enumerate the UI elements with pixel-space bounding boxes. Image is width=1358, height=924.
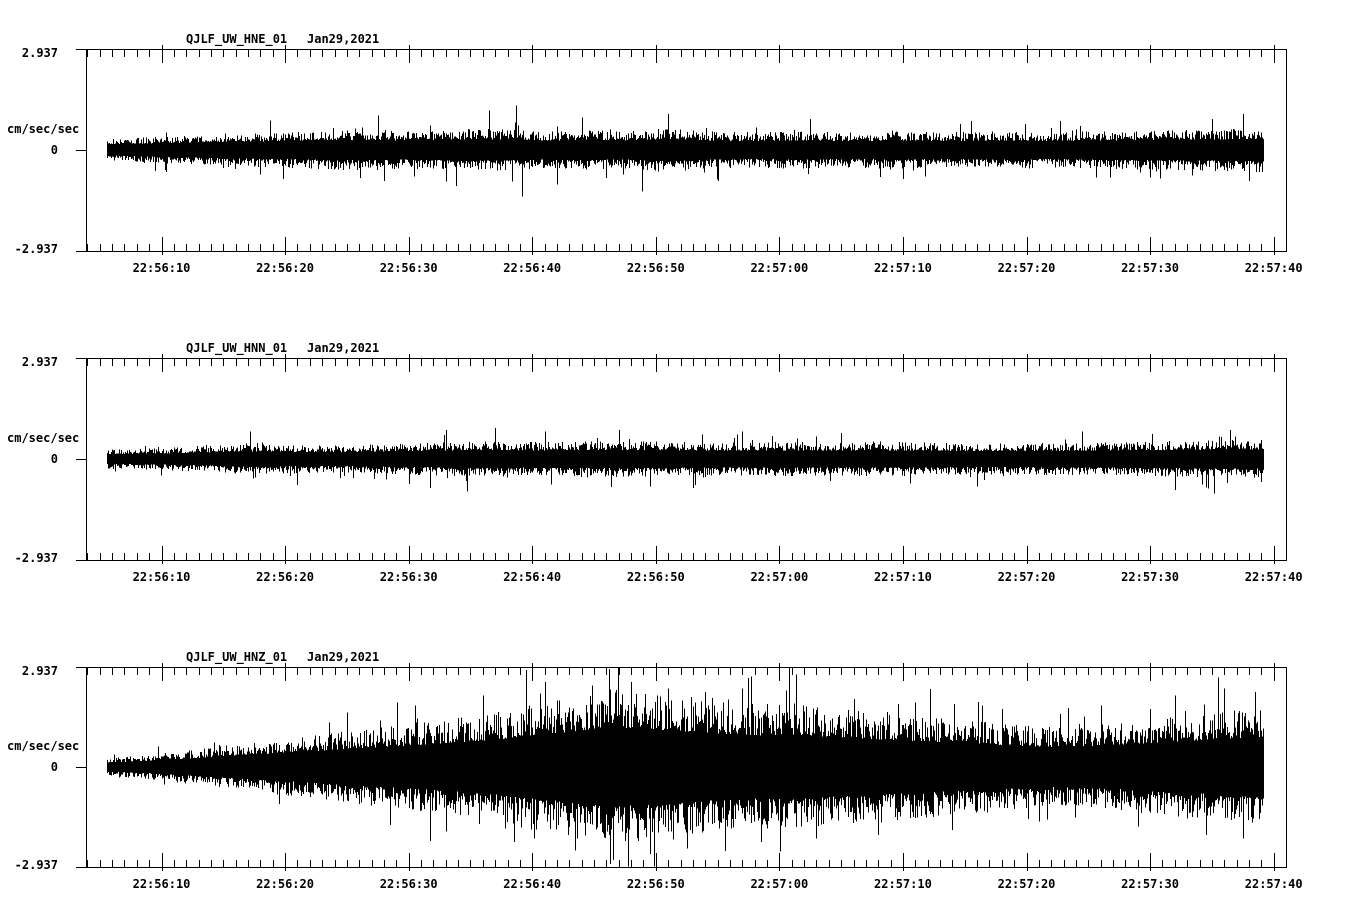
- x-tick-label: 22:57:10: [874, 261, 932, 275]
- x-tick-label: 22:57:10: [874, 877, 932, 891]
- panel-title: QJLF_UW_HNE_01: [186, 32, 288, 46]
- x-tick-label: 22:57:00: [750, 877, 809, 891]
- x-tick-label: 22:56:20: [256, 570, 314, 584]
- panel-title: QJLF_UW_HNZ_01: [186, 650, 288, 664]
- y-axis-max-label: 2.937: [21, 664, 58, 678]
- x-tick-label: 22:57:00: [750, 570, 809, 584]
- y-axis-min-label: -2.937: [14, 551, 58, 565]
- y-axis-units-label: cm/sec/sec: [7, 431, 80, 445]
- y-axis-max-label: 2.937: [21, 46, 58, 60]
- x-tick-label: 22:57:20: [997, 261, 1056, 275]
- y-axis-max-label: 2.937: [21, 355, 58, 369]
- x-tick-label: 22:57:40: [1244, 877, 1303, 891]
- x-tick-label: 22:57:40: [1244, 261, 1303, 275]
- x-tick-label: 22:56:10: [132, 877, 191, 891]
- y-axis-units-label: cm/sec/sec: [7, 739, 80, 753]
- x-tick-label: 22:57:30: [1121, 877, 1179, 891]
- x-tick-label: 22:56:20: [256, 877, 314, 891]
- y-axis-min-label: -2.937: [14, 242, 58, 256]
- y-axis-min-label: -2.937: [14, 858, 58, 872]
- x-tick-label: 22:56:50: [626, 261, 685, 275]
- x-tick-label: 22:56:40: [503, 570, 562, 584]
- x-tick-label: 22:57:00: [750, 261, 809, 275]
- panel-title: QJLF_UW_HNN_01: [186, 341, 288, 355]
- y-axis-zero-label: 0: [50, 452, 58, 466]
- x-tick-label: 22:57:30: [1121, 570, 1179, 584]
- x-tick-label: 22:56:30: [379, 570, 438, 584]
- y-axis-zero-label: 0: [50, 143, 58, 157]
- panel-date: Jan29,2021: [307, 650, 380, 664]
- x-tick-label: 22:57:10: [874, 570, 932, 584]
- x-tick-label: 22:56:40: [503, 877, 562, 891]
- x-tick-label: 22:56:50: [626, 570, 685, 584]
- x-tick-label: 22:56:30: [379, 877, 438, 891]
- y-axis-zero-label: 0: [50, 760, 58, 774]
- y-axis-units-label: cm/sec/sec: [7, 122, 80, 136]
- x-tick-label: 22:57:40: [1244, 570, 1303, 584]
- x-tick-label: 22:56:20: [256, 261, 314, 275]
- x-tick-label: 22:56:40: [503, 261, 562, 275]
- panel-date: Jan29,2021: [307, 341, 380, 355]
- x-tick-label: 22:56:10: [132, 570, 191, 584]
- x-tick-label: 22:57:20: [997, 570, 1056, 584]
- x-tick-label: 22:56:50: [626, 877, 685, 891]
- x-tick-label: 22:57:30: [1121, 261, 1179, 275]
- x-tick-label: 22:56:30: [379, 261, 438, 275]
- panel-date: Jan29,2021: [307, 32, 380, 46]
- x-tick-label: 22:56:10: [132, 261, 191, 275]
- x-tick-label: 22:57:20: [997, 877, 1056, 891]
